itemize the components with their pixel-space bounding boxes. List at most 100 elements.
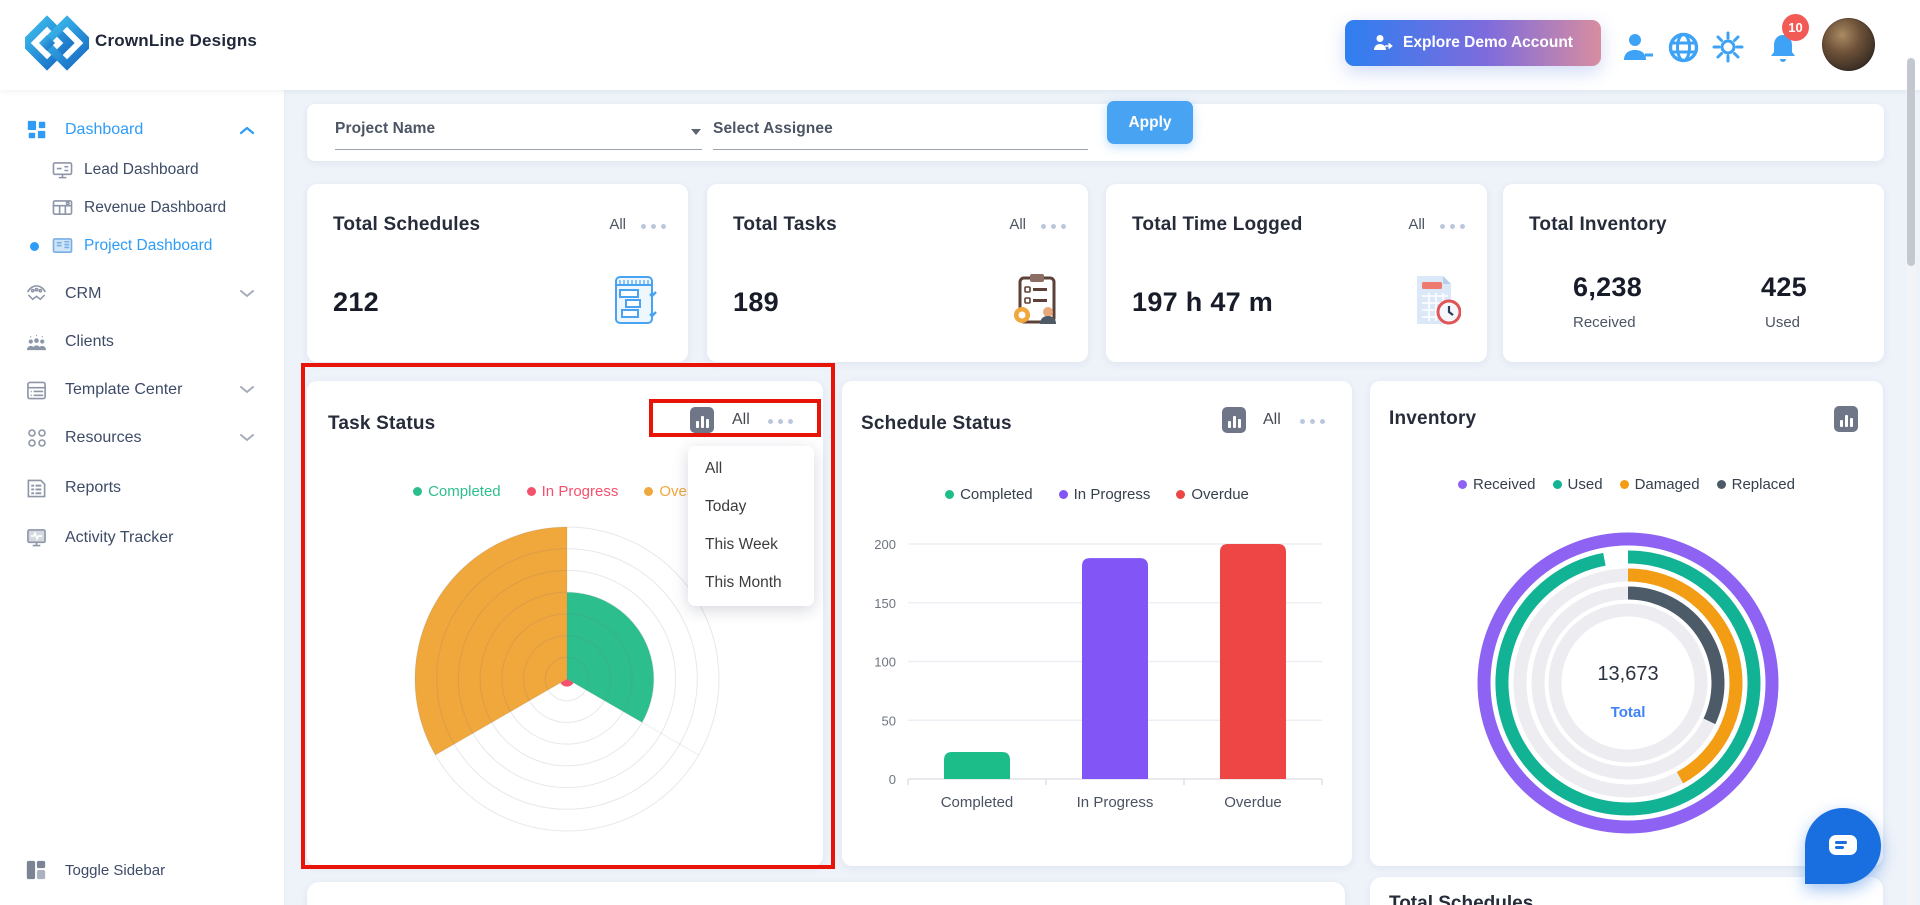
more-options-icon[interactable] bbox=[641, 224, 666, 229]
legend-item-damaged[interactable]: Damaged bbox=[1619, 476, 1700, 493]
stat-card-total-inventory: Total Inventory 6,238 Received 425 Used bbox=[1503, 184, 1884, 362]
revenue-dashboard-icon bbox=[52, 199, 73, 215]
period-selector[interactable]: All bbox=[609, 216, 626, 233]
dropdown-option-today[interactable]: Today bbox=[705, 498, 747, 515]
svg-text:Overdue: Overdue bbox=[1224, 794, 1282, 811]
schedule-status-card: Schedule Status All Completed In Progres… bbox=[842, 381, 1352, 866]
dropdown-option-this-week[interactable]: This Week bbox=[705, 536, 778, 553]
partial-card-title: Total Schedules bbox=[1389, 893, 1534, 905]
user-avatar[interactable] bbox=[1822, 18, 1875, 71]
sidebar-item-revenue-dashboard[interactable]: Revenue Dashboard bbox=[0, 190, 285, 226]
time-log-icon bbox=[1417, 276, 1461, 325]
filter-bar: Project Name Select Assignee Apply bbox=[307, 101, 1884, 161]
lead-dashboard-icon bbox=[52, 161, 73, 178]
period-selector[interactable]: All bbox=[1408, 216, 1425, 233]
schedules-gantt-icon bbox=[615, 276, 657, 324]
task-period-dropdown-menu: All Today This Week This Month bbox=[688, 446, 814, 606]
inventory-rings-chart bbox=[1477, 532, 1779, 834]
sidebar-item-resources[interactable]: Resources bbox=[0, 420, 285, 456]
legend-item-replaced[interactable]: Replaced bbox=[1716, 476, 1795, 493]
inventory-used-value: 425 bbox=[1761, 272, 1807, 302]
sidebar-item-clients[interactable]: Clients bbox=[0, 324, 285, 360]
svg-text:In Progress: In Progress bbox=[1077, 794, 1154, 811]
sidebar-item-reports[interactable]: Reports bbox=[0, 470, 285, 506]
settings-gear-icon[interactable] bbox=[1712, 31, 1744, 63]
dropdown-arrow-icon[interactable] bbox=[690, 128, 702, 136]
chat-bubble-icon bbox=[1829, 835, 1857, 855]
inventory-received-value: 6,238 bbox=[1573, 272, 1643, 302]
chart-type-icon[interactable] bbox=[690, 407, 714, 433]
sidebar-item-activity-tracker[interactable]: Activity Tracker bbox=[0, 520, 285, 556]
globe-icon[interactable] bbox=[1668, 32, 1699, 63]
page-scrollbar-track[interactable] bbox=[1906, 58, 1916, 905]
notifications-bell-icon[interactable] bbox=[1768, 33, 1798, 65]
schedule-status-bar-chart: 0 50 100 150 200 Completed In Progress Overdue bbox=[874, 537, 1323, 811]
dropdown-option-this-month[interactable]: This Month bbox=[705, 574, 782, 591]
assignee-select[interactable]: Select Assignee bbox=[713, 120, 833, 137]
toggle-sidebar-button[interactable]: Toggle Sidebar bbox=[0, 852, 285, 888]
page-scrollbar-thumb[interactable] bbox=[1907, 58, 1915, 266]
tasks-clipboard-icon bbox=[1014, 274, 1056, 324]
task-period-selector[interactable]: All bbox=[732, 411, 750, 428]
chevron-down-icon bbox=[240, 386, 254, 394]
reports-icon bbox=[27, 479, 46, 497]
chat-widget-button[interactable] bbox=[1805, 808, 1881, 884]
legend-item-completed[interactable]: Completed bbox=[945, 486, 1033, 503]
stat-card-total-tasks: Total Tasks All 189 bbox=[707, 184, 1088, 362]
dashboard-grid-icon bbox=[27, 120, 46, 139]
svg-text:Completed: Completed bbox=[941, 794, 1014, 811]
svg-text:200: 200 bbox=[874, 537, 896, 552]
legend-item-completed[interactable]: Completed bbox=[413, 483, 501, 500]
bottom-right-card-partial: Total Schedules bbox=[1370, 877, 1883, 905]
inventory-total-label: Total bbox=[1610, 704, 1646, 721]
more-options-icon[interactable] bbox=[1300, 419, 1325, 424]
schedule-status-legend: Completed In Progress Overdue bbox=[842, 486, 1352, 503]
more-options-icon[interactable] bbox=[1440, 224, 1465, 229]
legend-item-in-progress[interactable]: In Progress bbox=[1058, 486, 1150, 503]
svg-text:50: 50 bbox=[882, 713, 896, 728]
dropdown-option-all[interactable]: All bbox=[705, 460, 723, 477]
active-item-bullet bbox=[30, 241, 39, 251]
inventory-legend: Received Used Damaged Replaced bbox=[1370, 476, 1883, 493]
legend-item-overdue[interactable]: Overdue bbox=[1176, 486, 1249, 503]
chevron-down-icon bbox=[240, 290, 254, 298]
explore-demo-account-button[interactable]: Explore Demo Account bbox=[1345, 20, 1601, 66]
stat-card-total-schedules: Total Schedules All 212 bbox=[307, 184, 688, 362]
toggle-sidebar-icon bbox=[26, 860, 46, 880]
apply-button[interactable]: Apply bbox=[1107, 101, 1193, 144]
chevron-down-icon bbox=[240, 434, 254, 442]
legend-item-used[interactable]: Used bbox=[1552, 476, 1603, 493]
resources-icon bbox=[28, 429, 46, 447]
svg-text:100: 100 bbox=[874, 655, 896, 670]
task-status-polar-chart bbox=[414, 526, 720, 832]
sidebar: Dashboard Lead Dashboard Revenue Dashboa… bbox=[0, 90, 285, 905]
inventory-received-label: Received bbox=[1573, 314, 1636, 331]
app-header: CrownLine Designs Explore Demo Account 1… bbox=[0, 0, 1920, 90]
brand-name: CrownLine Designs bbox=[95, 31, 258, 50]
period-selector[interactable]: All bbox=[1009, 216, 1026, 233]
svg-text:0: 0 bbox=[889, 772, 896, 787]
stat-card-total-time-logged: Total Time Logged All 197 h 47 m bbox=[1106, 184, 1487, 362]
clients-people-icon bbox=[26, 334, 47, 350]
person-add-icon[interactable] bbox=[1622, 32, 1654, 62]
activity-tracker-icon bbox=[27, 529, 46, 547]
sidebar-item-lead-dashboard[interactable]: Lead Dashboard bbox=[0, 152, 285, 188]
project-name-select[interactable]: Project Name bbox=[335, 120, 436, 137]
chart-type-icon[interactable] bbox=[1222, 407, 1246, 433]
sidebar-item-crm[interactable]: CRM bbox=[0, 276, 285, 312]
inventory-card: Inventory Received Used Damaged Replaced… bbox=[1370, 381, 1883, 866]
task-status-card: Task Status All Completed In Progress Ov… bbox=[307, 381, 823, 866]
chart-type-icon[interactable] bbox=[1834, 406, 1858, 432]
sidebar-item-template-center[interactable]: Template Center bbox=[0, 372, 285, 408]
sidebar-item-project-dashboard[interactable]: Project Dashboard bbox=[0, 228, 285, 264]
more-options-icon[interactable] bbox=[768, 419, 793, 424]
project-name-underline[interactable] bbox=[335, 124, 702, 150]
legend-item-received[interactable]: Received bbox=[1457, 476, 1536, 493]
schedule-period-selector[interactable]: All bbox=[1263, 411, 1281, 428]
more-options-icon[interactable] bbox=[1041, 224, 1066, 229]
assignee-underline[interactable] bbox=[713, 124, 1088, 150]
demo-user-icon bbox=[1374, 35, 1393, 50]
legend-item-in-progress[interactable]: In Progress bbox=[526, 483, 618, 500]
bottom-left-card-partial bbox=[307, 882, 1345, 905]
sidebar-item-dashboard[interactable]: Dashboard bbox=[0, 112, 285, 148]
